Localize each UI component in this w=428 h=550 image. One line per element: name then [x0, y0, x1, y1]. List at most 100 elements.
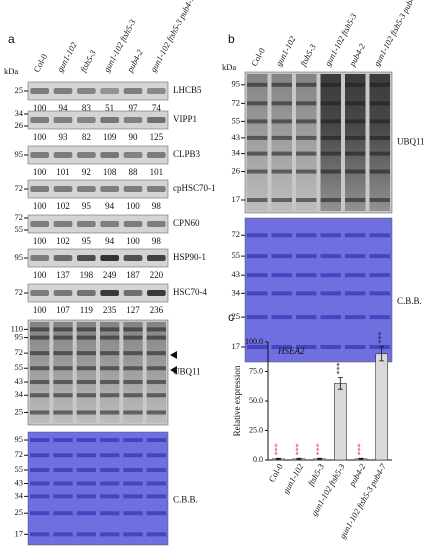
band: [123, 366, 143, 371]
significance: ***: [356, 443, 365, 455]
band: [271, 291, 292, 296]
band: [271, 135, 292, 140]
band: [53, 221, 73, 227]
quantification: 119: [80, 305, 94, 315]
quantification: 100: [33, 103, 47, 113]
kda-label: 55: [232, 250, 241, 260]
band: [100, 380, 120, 385]
error-bar: [379, 346, 385, 362]
kda-label: 17: [15, 528, 24, 538]
lane-smear: [53, 322, 73, 423]
band: [320, 82, 341, 87]
band: [100, 481, 120, 486]
quantification: 95: [82, 236, 92, 246]
error-bar: [317, 457, 323, 460]
quantification: 51: [105, 103, 114, 113]
band: [369, 233, 390, 238]
panel-label: a: [8, 32, 15, 46]
band: [147, 152, 166, 158]
band: [147, 117, 166, 123]
band: [100, 88, 119, 94]
band: [271, 119, 292, 124]
lane-smear: [76, 322, 96, 423]
quantification: 100: [33, 236, 47, 246]
error-bar: [358, 457, 364, 460]
quantification: 187: [126, 270, 140, 280]
band: [271, 315, 292, 320]
band: [123, 186, 143, 192]
lane-smear: [247, 74, 268, 211]
kda-label: 34: [15, 389, 24, 399]
band: [320, 169, 341, 174]
band: [123, 481, 143, 486]
band: [30, 152, 49, 158]
band: [30, 335, 50, 340]
band: [123, 511, 143, 516]
band: [271, 254, 292, 259]
band: [146, 494, 166, 499]
kda-label: 55: [15, 464, 24, 474]
lane-label: gun1-102 ftsh5-3 pub4-7: [148, 0, 197, 74]
band: [320, 135, 341, 140]
band: [123, 152, 143, 158]
quantification: 83: [82, 103, 92, 113]
kda-label: 72: [15, 287, 24, 297]
band: [77, 255, 96, 261]
band: [123, 255, 143, 261]
band: [146, 467, 166, 472]
lane-smear: [296, 74, 317, 211]
band: [30, 290, 49, 296]
quantification: 198: [80, 270, 94, 280]
band: [345, 291, 366, 296]
band: [296, 315, 317, 320]
band: [30, 494, 50, 499]
band: [100, 327, 120, 332]
band: [53, 511, 73, 516]
quantification: 125: [150, 132, 164, 142]
lane-label: pub4-2: [124, 47, 145, 75]
band: [100, 255, 119, 261]
band: [76, 467, 96, 472]
band: [123, 532, 143, 537]
lane-smear: [271, 74, 292, 211]
significance: ***: [335, 362, 344, 374]
band: [345, 273, 366, 278]
band: [53, 290, 73, 296]
band: [146, 366, 166, 371]
band: [247, 151, 268, 156]
band: [296, 291, 317, 296]
band: [30, 366, 50, 371]
band: [123, 335, 143, 340]
quantification: 94: [105, 236, 115, 246]
band: [146, 453, 166, 458]
band: [369, 135, 390, 140]
y-tick-label: 100.0: [245, 337, 263, 346]
kda-label: 34: [15, 490, 24, 500]
kda-label: 43: [232, 269, 241, 279]
band: [296, 273, 317, 278]
band: [247, 119, 268, 124]
lane-smear: [100, 322, 120, 423]
band: [53, 467, 73, 472]
band: [76, 532, 96, 537]
lane-smear: [30, 322, 50, 423]
band: [320, 315, 341, 320]
band: [271, 273, 292, 278]
lane-smear: [123, 322, 143, 423]
lane-smear: [146, 322, 166, 423]
band: [369, 169, 390, 174]
band: [76, 366, 96, 371]
kda-label: 25: [232, 311, 241, 321]
band: [123, 393, 143, 398]
kda-label: 43: [232, 132, 241, 142]
band: [53, 393, 73, 398]
band: [123, 327, 143, 332]
band: [77, 117, 96, 123]
band: [100, 186, 119, 192]
band: [53, 351, 73, 356]
band: [247, 254, 268, 259]
band: [100, 117, 119, 123]
band: [296, 233, 317, 238]
band: [271, 151, 292, 156]
band: [147, 186, 166, 192]
